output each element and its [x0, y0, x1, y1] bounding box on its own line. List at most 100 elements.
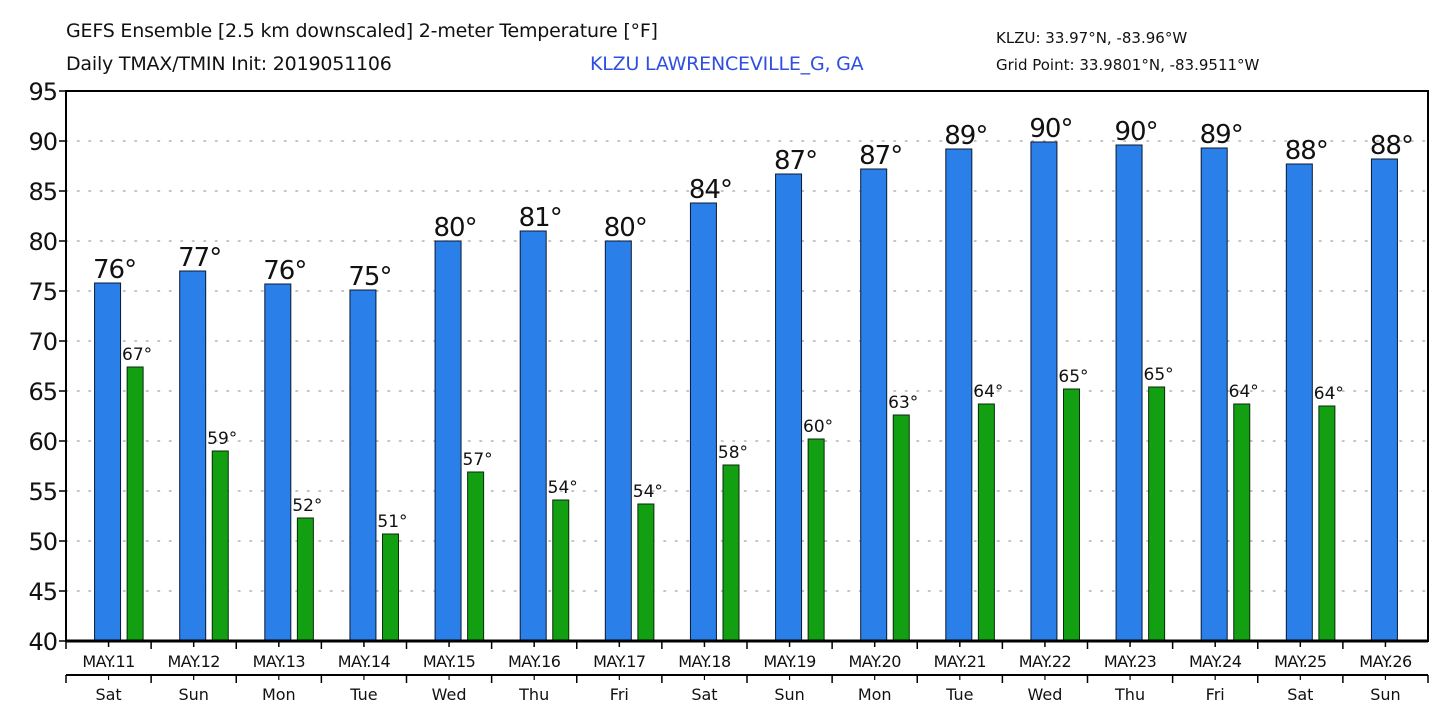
tmin-label: 64°	[1229, 382, 1259, 402]
weekday-label: Mon	[262, 685, 296, 704]
weekday-label: Sun	[774, 685, 804, 704]
data-labels: 76° 67° 77° 59° 76° 52° 75° 51° 80° 57° 81° 54° 80° 5…	[93, 114, 1414, 532]
tmax-bar	[689, 202, 717, 642]
y-tick-label: 55	[28, 478, 57, 506]
tmax-bar	[775, 173, 803, 642]
weekday-label: Thu	[518, 685, 549, 704]
x-tick-label: MAY.14	[338, 652, 391, 671]
y-tick-label: 70	[28, 328, 57, 356]
tmax-label: 80°	[434, 213, 477, 243]
tmin-bar	[552, 499, 570, 642]
tmin-bar	[1318, 405, 1336, 642]
tmin-bar	[892, 414, 910, 642]
tmax-bar	[1370, 158, 1398, 642]
weekday-label: Wed	[432, 685, 467, 704]
tmax-label: 77°	[178, 243, 221, 273]
tmax-label: 81°	[519, 203, 562, 233]
x-tick-label: MAY.22	[1019, 652, 1071, 671]
tmin-bar	[1148, 386, 1166, 642]
weekday-label: Sat	[691, 685, 717, 704]
tmax-bar	[604, 240, 632, 642]
x-tick-label: MAY.20	[848, 652, 901, 671]
tmin-bar	[126, 366, 144, 642]
bars	[94, 141, 1398, 642]
x-tick-label: MAY.24	[1189, 652, 1242, 671]
y-tick-label: 85	[28, 178, 57, 206]
tmin-bar	[211, 450, 229, 642]
tmax-label: 84°	[689, 175, 732, 205]
station-coordinates: KLZU: 33.97°N, -83.96°W	[996, 29, 1188, 47]
tmax-bar	[1200, 147, 1228, 642]
tmax-label: 75°	[348, 262, 391, 292]
y-tick-label: 95	[28, 78, 57, 106]
weekday-label: Sun	[1370, 685, 1400, 704]
chart-subtitle: Daily TMAX/TMIN Init: 2019051106	[66, 53, 392, 75]
y-tick-label: 60	[28, 428, 57, 456]
tmin-label: 54°	[548, 478, 578, 498]
x-tick-label: MAY.15	[423, 652, 475, 671]
tmax-bar	[94, 282, 122, 642]
tmin-label: 59°	[207, 429, 237, 449]
tmax-bar	[179, 270, 207, 642]
tmin-bar	[807, 438, 825, 642]
x-tick-label: MAY.16	[508, 652, 561, 671]
tmax-label: 90°	[1115, 117, 1158, 147]
tmax-bar	[349, 289, 377, 642]
y-tick-label: 90	[28, 128, 57, 156]
tmax-label: 87°	[859, 141, 902, 171]
tmin-label: 65°	[1058, 367, 1088, 387]
tmin-label: 54°	[633, 482, 663, 502]
weekday-label: Tue	[945, 685, 973, 704]
tmin-bar	[1233, 403, 1251, 642]
x-tick-label: MAY.21	[934, 652, 986, 671]
y-tick-label: 45	[28, 578, 57, 606]
tmax-bar	[1285, 163, 1313, 642]
axes: 40 45 50 55 60 65 70 75 80 85 90 95 MAY.11 Sat MAY.12 S…	[28, 78, 1429, 704]
tmax-label: 87°	[774, 146, 817, 176]
x-tick-label: MAY.18	[678, 652, 731, 671]
tmax-label: 89°	[1200, 120, 1243, 150]
weekday-label: Fri	[1206, 685, 1225, 704]
tmax-bar	[519, 230, 547, 642]
tmin-label: 51°	[377, 512, 407, 532]
grid-point-coordinates: Grid Point: 33.9801°N, -83.9511°W	[996, 56, 1260, 74]
tmax-bar	[860, 168, 888, 642]
tmin-label: 60°	[803, 417, 833, 437]
tmax-bar	[1030, 141, 1058, 642]
tmin-label: 63°	[888, 393, 918, 413]
tmax-label: 89°	[944, 121, 987, 151]
x-tick-label: MAY.19	[763, 652, 816, 671]
tmin-bar	[296, 517, 314, 642]
tmin-bar	[382, 533, 399, 642]
x-tick-label: MAY.13	[253, 652, 305, 671]
tmin-bar	[977, 403, 995, 642]
weekday-label: Thu	[1114, 685, 1145, 704]
y-tick-label: 80	[28, 228, 57, 256]
tmax-bar	[945, 148, 973, 642]
tmax-bar	[264, 283, 292, 642]
y-tick-label: 65	[28, 378, 57, 406]
tmin-bar	[722, 464, 740, 642]
x-tick-label: MAY.26	[1359, 652, 1412, 671]
chart-title: GEFS Ensemble [2.5 km downscaled] 2-mete…	[66, 20, 658, 42]
weekday-label: Fri	[610, 685, 629, 704]
tmax-label: 88°	[1285, 136, 1328, 166]
x-tick-label: MAY.12	[167, 652, 219, 671]
x-tick-label: MAY.17	[593, 652, 645, 671]
tmin-bar	[467, 471, 485, 642]
tmin-label: 57°	[463, 450, 493, 470]
tmin-label: 64°	[973, 382, 1003, 402]
tmax-label: 76°	[263, 256, 306, 286]
tmax-bar	[434, 240, 462, 642]
tmin-label: 58°	[718, 443, 748, 463]
tmax-label: 76°	[93, 255, 136, 285]
tmin-bar	[637, 503, 655, 642]
weekday-label: Sun	[178, 685, 208, 704]
x-tick-label: MAY.25	[1274, 652, 1326, 671]
tmin-label: 64°	[1314, 384, 1344, 404]
y-tick-label: 40	[28, 628, 57, 656]
weekday-label: Sat	[95, 685, 121, 704]
tmax-bar	[1115, 144, 1143, 642]
tmin-bar	[1063, 388, 1080, 642]
